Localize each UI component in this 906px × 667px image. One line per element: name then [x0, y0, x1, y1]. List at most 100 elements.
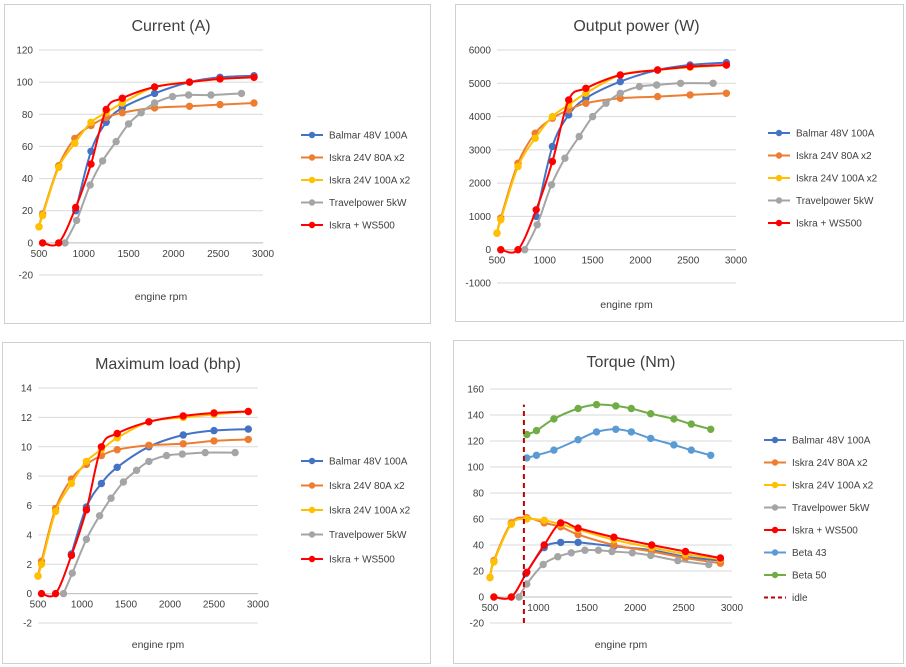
x-tick-label: 2000 — [159, 600, 182, 611]
legend-label: Beta 43 — [792, 548, 827, 559]
data-point — [82, 457, 91, 466]
legend-label: Iskra 24V 100A x2 — [329, 176, 411, 187]
legend-entry-travelpower-5kw: Travelpower 5kW — [764, 503, 870, 514]
series-iskra-24v-100a-x2 — [34, 407, 253, 580]
data-point — [574, 524, 582, 532]
data-point — [216, 75, 224, 83]
data-point — [670, 441, 678, 449]
series-line — [41, 410, 249, 598]
legend-entry-iskra-ws500: Iskra + WS500 — [301, 555, 395, 566]
series-travelpower-5kw — [521, 79, 717, 254]
series-line — [493, 521, 721, 600]
data-point — [722, 89, 731, 98]
legend-swatch-marker — [308, 555, 316, 563]
series-line — [38, 102, 255, 228]
data-point — [540, 516, 548, 525]
x-tick-label: 2500 — [672, 603, 695, 614]
current-chart[interactable]: Current (A) -20 0 20 40 60 80 100 120 500 1000 1500… — [4, 4, 431, 324]
legend-swatch-marker — [775, 219, 783, 227]
legend-swatch-marker — [308, 457, 316, 465]
legend-label: Balmar 48V 100A — [329, 131, 408, 142]
legend-label: Balmar 48V 100A — [792, 436, 871, 447]
legend-entry-balmar-48v-100a: Balmar 48V 100A — [301, 131, 408, 142]
maximum-load-chart[interactable]: Maximum load (bhp) -2 0 2 4 6 8 10 12 14 500 1000 15… — [2, 342, 431, 664]
legend-label: Travelpower 5kW — [792, 503, 870, 514]
data-point — [616, 89, 625, 98]
data-point — [670, 415, 678, 423]
data-point — [647, 434, 655, 443]
data-point — [145, 418, 153, 426]
legend-entry-travelpower-5kw: Travelpower 5kW — [301, 198, 407, 209]
data-point — [548, 112, 557, 121]
data-point — [34, 572, 42, 580]
chart-title: Current (A) — [131, 18, 210, 35]
series-iskra-24v-80a-x2 — [34, 435, 253, 580]
torque-chart[interactable]: Torque (Nm) -20 0 20 40 60 80 100 120 140 160 500 10… — [453, 340, 904, 664]
y-tick-label: 20 — [22, 206, 34, 217]
data-point — [575, 132, 583, 141]
data-point — [616, 71, 625, 79]
data-point — [705, 560, 713, 569]
legend-swatch-marker — [308, 199, 316, 206]
y-tick-label: 60 — [473, 515, 485, 526]
data-point — [592, 428, 601, 436]
legend-swatch-marker — [308, 221, 316, 229]
x-tick-label: 3000 — [725, 256, 748, 267]
data-point — [574, 538, 582, 547]
y-tick-label: -20 — [19, 271, 34, 282]
data-point — [137, 109, 145, 117]
data-point — [515, 593, 523, 601]
data-point — [210, 426, 218, 435]
data-point — [567, 549, 576, 557]
data-point — [184, 91, 193, 99]
data-point — [532, 451, 541, 460]
legend-swatch-marker — [771, 571, 779, 579]
data-point — [521, 246, 529, 254]
data-point — [168, 92, 177, 101]
legend-label: Iskra + WS500 — [329, 221, 395, 232]
data-point — [207, 91, 215, 99]
x-tick-label: 3000 — [247, 600, 270, 611]
series-iskra-ws500 — [37, 407, 253, 598]
legend-label: Iskra 24V 100A x2 — [796, 174, 878, 185]
data-point — [681, 547, 690, 556]
data-point — [507, 520, 515, 528]
y-tick-label: 6 — [26, 501, 32, 512]
legend-entry-beta-50: Beta 50 — [764, 571, 827, 582]
data-point — [179, 412, 187, 420]
legend-entry-beta-43: Beta 43 — [764, 548, 827, 559]
data-point — [97, 443, 106, 451]
legend-entry-iskra-24v-80a-x2: Iskra 24V 80A x2 — [301, 481, 405, 492]
data-point — [61, 239, 69, 247]
legend-swatch-marker — [308, 506, 316, 514]
legend-entry-iskra-24v-100a-x2: Iskra 24V 100A x2 — [301, 176, 411, 187]
chart-title: Torque (Nm) — [587, 354, 676, 371]
data-point — [497, 246, 505, 254]
data-point — [709, 79, 717, 88]
data-point — [150, 89, 159, 98]
data-point — [647, 410, 655, 418]
data-point — [548, 142, 557, 151]
series-line — [500, 64, 727, 254]
y-tick-label: -1000 — [465, 279, 491, 290]
legend-swatch-marker — [775, 152, 783, 159]
y-tick-label: 40 — [22, 174, 34, 185]
data-point — [648, 541, 656, 549]
data-point — [87, 160, 95, 168]
legend-label: Balmar 48V 100A — [329, 457, 408, 468]
data-point — [179, 440, 187, 448]
legend-label: Travelpower 5kW — [329, 530, 407, 541]
series-beta-50 — [523, 400, 715, 439]
legend-entry-iskra-24v-100a-x2: Iskra 24V 100A x2 — [301, 506, 411, 517]
legend-label: Beta 50 — [792, 571, 827, 582]
data-point — [550, 415, 558, 423]
legend-label: Iskra 24V 80A x2 — [796, 151, 872, 162]
data-point — [113, 429, 121, 438]
data-point — [185, 78, 194, 86]
output-power-chart[interactable]: Output power (W) -1000 0 1000 2000 3000 4000 50… — [455, 4, 904, 322]
legend-entry-travelpower-5kw: Travelpower 5kW — [768, 196, 874, 207]
data-point — [548, 157, 557, 166]
series-line — [38, 76, 255, 228]
data-point — [68, 569, 77, 577]
x-axis-title: engine rpm — [595, 639, 648, 651]
